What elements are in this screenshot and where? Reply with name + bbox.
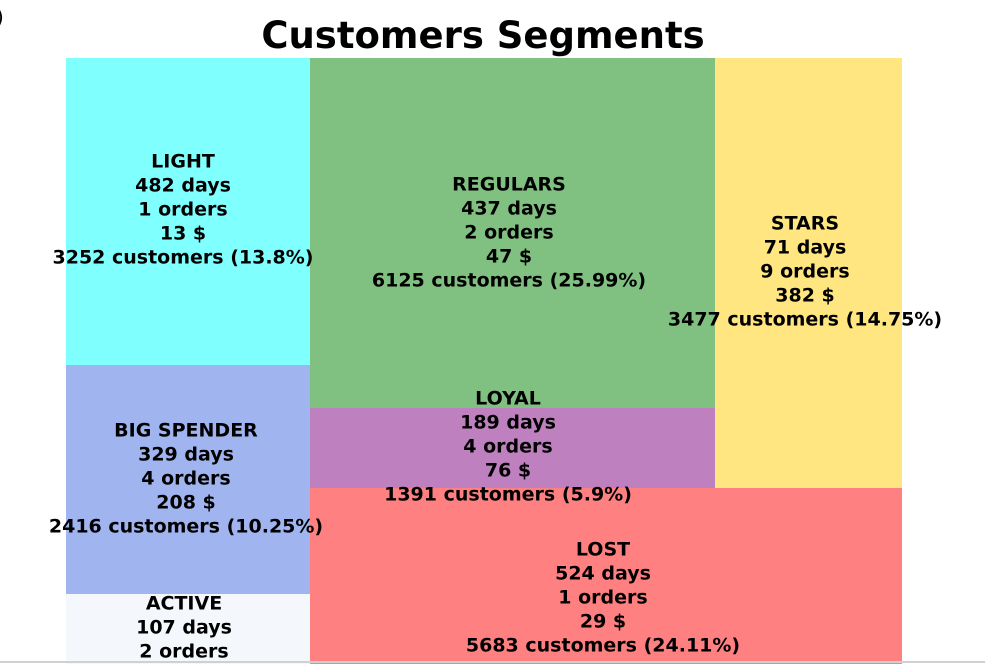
segment-label-regulars-days: 437 days [461,198,557,220]
segment-rect-stars [715,58,902,488]
segment-rect-big-spender [66,365,310,594]
segment-label-big-spender-amount: 208 $ [156,492,216,514]
segment-label-regulars-amount: 47 $ [486,246,532,268]
segment-rect-regulars [310,58,715,408]
segment-label-lost-days: 524 days [555,563,651,585]
segment-label-regulars-orders: 2 orders [464,222,553,244]
segment-label-lost-orders: 1 orders [558,587,647,609]
segment-label-stars-days: 71 days [764,237,847,259]
segment-label-big-spender-customers: 2416 customers (10.25%) [49,516,323,538]
segment-label-light-days: 482 days [135,175,231,197]
segment-rect-lost [310,488,902,664]
segment-label-light-orders: 1 orders [138,199,227,221]
segment-label-light-name: LIGHT [151,151,215,173]
partial-edge-glyph: ) [0,5,4,29]
segment-label-light-customers: 3252 customers (13.8%) [53,247,314,269]
segment-label-active-days: 107 days [136,617,232,639]
segment-label-active-name: ACTIVE [146,593,222,615]
segment-label-loyal-orders: 4 orders [463,436,552,458]
segment-rect-active [66,594,310,664]
segment-label-regulars-customers: 6125 customers (25.99%) [372,270,646,292]
segment-rect-loyal [310,408,715,488]
segment-label-loyal-days: 189 days [460,412,556,434]
segment-rect-light [66,58,310,365]
segment-label-light-amount: 13 $ [160,223,206,245]
segment-label-stars-amount: 382 $ [775,285,835,307]
chart-title: Customers Segments [261,14,704,57]
segment-label-big-spender-days: 329 days [138,444,234,466]
segment-label-big-spender-orders: 4 orders [141,468,230,490]
segment-label-loyal-customers: 1391 customers (5.9%) [384,484,632,506]
segment-label-stars-orders: 9 orders [760,261,849,283]
segment-label-loyal-amount: 76 $ [485,460,531,482]
segment-label-active-orders: 2 orders [139,641,228,663]
segment-label-lost-customers: 5683 customers (24.11%) [466,635,740,657]
segment-label-stars-name: STARS [771,213,839,235]
segment-label-loyal-name: LOYAL [475,388,541,410]
segment-label-regulars-name: REGULARS [452,174,566,196]
segment-label-lost-name: LOST [576,539,630,561]
segment-rects [66,58,902,664]
segment-label-stars-customers: 3477 customers (14.75%) [668,309,942,331]
segment-label-big-spender-name: BIG SPENDER [114,420,258,442]
segment-label-lost-amount: 29 $ [580,611,626,633]
